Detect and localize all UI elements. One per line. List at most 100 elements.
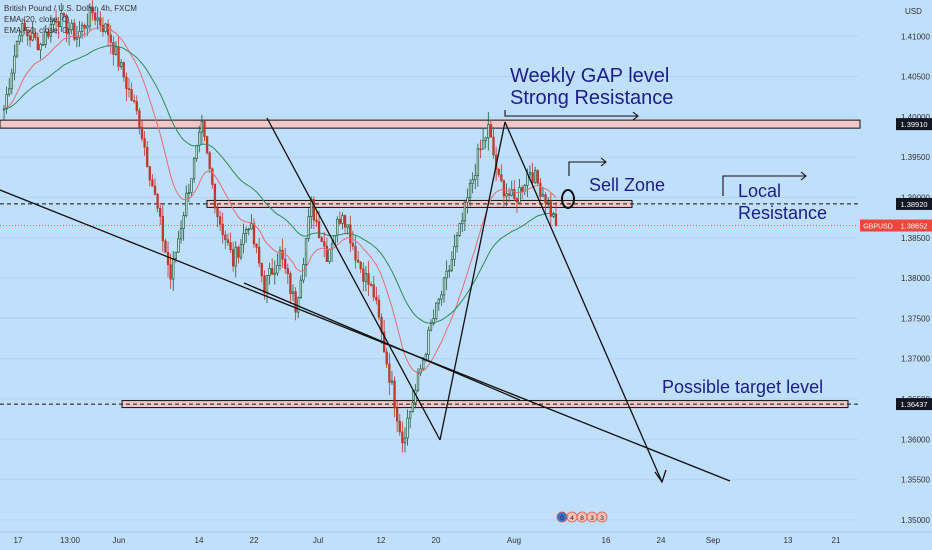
candle (435, 302, 438, 319)
candle (86, 25, 89, 29)
candle (396, 407, 399, 422)
candle (536, 170, 539, 184)
event-badge-label: 4 (570, 515, 574, 522)
candle (489, 124, 493, 138)
legend-ema-slow: EMA (50, close, 0) (4, 26, 70, 35)
price-tick-label: 1.40000 (901, 113, 930, 122)
price-tick-label: 1.37000 (901, 355, 930, 364)
candle (31, 32, 34, 41)
candle (304, 238, 308, 265)
ema-fast-line (3, 26, 557, 373)
candle (286, 268, 289, 274)
candle (510, 189, 513, 196)
candle (177, 238, 180, 253)
time-tick-label: 14 (195, 536, 204, 545)
candle (34, 32, 37, 38)
candle (211, 168, 214, 185)
event-badge-label: 3 (590, 515, 594, 522)
candle (52, 20, 55, 25)
candle (442, 277, 446, 296)
candle (239, 243, 243, 258)
candle (120, 62, 123, 67)
projection-arrowhead (654, 469, 667, 484)
candle (127, 88, 131, 90)
candle (44, 31, 47, 45)
candle (432, 318, 435, 324)
candle (88, 7, 92, 27)
candle (328, 248, 331, 262)
candle (427, 329, 430, 356)
candle (156, 193, 159, 209)
candle (18, 35, 21, 42)
candle (437, 298, 440, 304)
support-trendline (243, 282, 521, 401)
candle (260, 262, 263, 277)
candle (364, 273, 368, 282)
candle (299, 279, 302, 299)
level-price-label: 1.39910 (900, 120, 927, 129)
candle (549, 201, 552, 217)
candle (49, 24, 53, 37)
candle (231, 249, 235, 267)
legend-symbol: British Pound / U.S. Dollar, 4h, FXCM (4, 4, 137, 13)
candle (117, 46, 120, 67)
price-tick-label: 1.41000 (901, 32, 930, 41)
candle (492, 136, 495, 156)
level-price-box (896, 118, 932, 131)
price-tick-label: 1.37500 (901, 314, 930, 323)
candle (554, 214, 558, 227)
rally-line (439, 121, 506, 441)
ema-slow-line (3, 45, 557, 324)
candle (198, 131, 201, 146)
candle (513, 189, 516, 200)
candle (190, 178, 193, 193)
candle (393, 380, 396, 409)
candle (450, 258, 454, 271)
candle (377, 299, 381, 318)
candle (138, 110, 141, 128)
candle (140, 127, 144, 139)
candle (93, 12, 97, 21)
candle (21, 23, 24, 37)
candle (252, 223, 256, 245)
event-badge-label: 0 (560, 515, 564, 522)
candle (429, 323, 433, 331)
candle (234, 246, 237, 267)
candle (416, 372, 420, 391)
candle (515, 198, 519, 203)
time-tick-label: Sep (706, 536, 721, 545)
candle (497, 168, 500, 175)
resistance-arrow (504, 110, 638, 117)
candle (539, 182, 542, 197)
candle (78, 31, 81, 39)
ema-lines (3, 26, 557, 373)
candle (244, 229, 248, 234)
candle (242, 233, 245, 245)
drawings (0, 110, 807, 484)
candle (106, 23, 110, 36)
price-tick-label: 1.38500 (901, 234, 930, 243)
candle (195, 145, 198, 159)
event-badge (596, 511, 608, 523)
candle (552, 214, 555, 217)
resistance-annotation: Resistance (738, 203, 827, 223)
legend-ema-fast: EMA (20, close, 0) (4, 15, 70, 24)
candle (23, 23, 26, 32)
local-annotation: Local (738, 181, 781, 201)
candle (73, 22, 76, 40)
candle (398, 420, 401, 433)
candle (291, 291, 295, 294)
candle (83, 24, 86, 29)
price-tick-label: 1.38000 (901, 274, 930, 283)
candle (65, 14, 68, 34)
time-tick-label: 12 (377, 536, 386, 545)
zones (0, 119, 861, 409)
candle (60, 13, 63, 27)
candle (325, 245, 329, 262)
candle (534, 170, 537, 183)
candle (203, 121, 206, 138)
candle (445, 270, 448, 279)
sell-zone-circle (561, 189, 575, 209)
